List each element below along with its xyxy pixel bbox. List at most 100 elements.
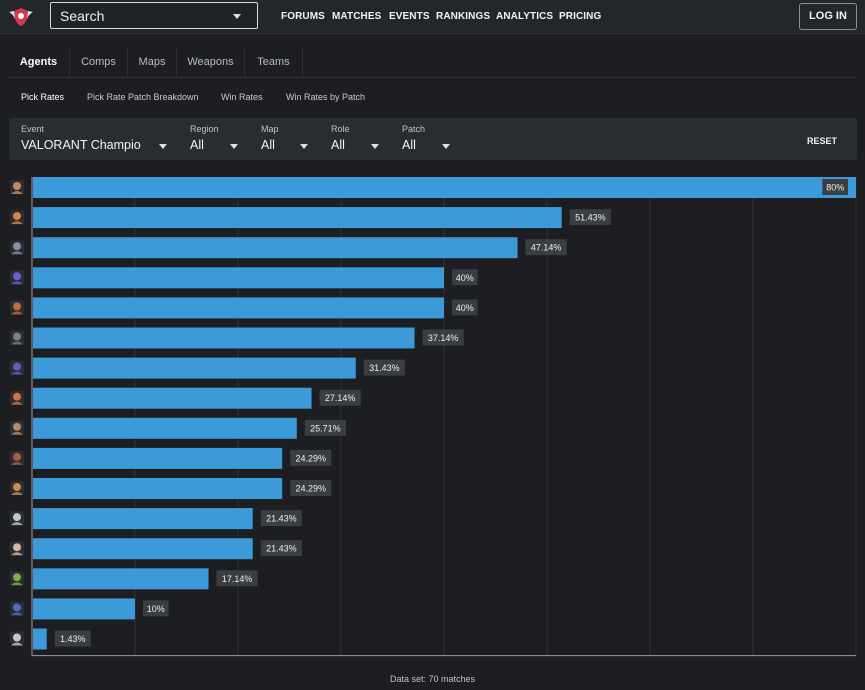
agent-shoulder-icon	[11, 251, 23, 255]
nav-events[interactable]: EVENTS	[389, 11, 430, 22]
data-label: 21.43%	[266, 544, 297, 554]
nav-analytics[interactable]: ANALYTICS	[496, 11, 554, 22]
agent-shoulder-icon	[11, 431, 23, 435]
bar[interactable]	[33, 417, 297, 439]
nav-forums[interactable]: FORUMS	[281, 11, 325, 22]
agent-shoulder-icon	[11, 341, 23, 345]
tab-comps[interactable]: Comps	[70, 49, 128, 77]
data-label: 21.43%	[266, 514, 297, 524]
role-filter[interactable]: Role All	[331, 118, 391, 160]
agent-shoulder-icon	[11, 191, 23, 194]
map-filter-value[interactable]: All	[261, 138, 275, 152]
data-label-box	[290, 480, 332, 496]
bar[interactable]	[33, 327, 415, 349]
agent-portrait-icon	[13, 212, 21, 221]
agent-portrait-icon	[13, 362, 21, 371]
search-input[interactable]: Search	[50, 2, 258, 29]
data-label: 25.71%	[310, 423, 341, 433]
bar[interactable]	[33, 267, 444, 289]
data-label-box	[304, 419, 347, 436]
role-filter-label: Role	[331, 124, 350, 134]
dataset-footer: Data set: 70 matches	[389, 674, 476, 684]
event-filter-label: Event	[21, 124, 45, 134]
data-label-box	[216, 570, 258, 587]
reset-button[interactable]: RESET	[807, 136, 838, 146]
nav-rankings[interactable]: RANKINGS	[436, 11, 491, 22]
bar[interactable]	[33, 237, 518, 259]
tab-bar: Agents Comps Maps Weapons Teams	[8, 49, 857, 78]
data-label-box	[452, 299, 478, 316]
chevron-down-icon[interactable]	[230, 144, 238, 149]
agent-portrait-icon	[13, 513, 21, 522]
chevron-down-icon[interactable]	[159, 144, 167, 149]
data-label-box	[54, 630, 91, 647]
agent-portrait-icon	[13, 182, 21, 190]
data-label-box	[260, 540, 302, 557]
data-label: 27.14%	[325, 393, 356, 403]
agent-shoulder-icon	[11, 371, 23, 375]
winged-shield-logo-icon[interactable]	[8, 4, 34, 30]
bar[interactable]	[33, 598, 135, 620]
agent-portrait-icon	[13, 633, 21, 642]
login-button[interactable]: LOG IN	[799, 3, 857, 30]
subtab-pick-rates[interactable]: Pick Rates	[21, 92, 65, 102]
bar[interactable]	[33, 508, 253, 530]
data-label: 10%	[147, 604, 165, 614]
data-label: 80%	[826, 183, 844, 193]
nav-matches[interactable]: MATCHES	[332, 11, 382, 22]
nav-pricing[interactable]: PRICING	[559, 11, 602, 22]
bar[interactable]	[33, 297, 444, 319]
agent-shoulder-icon	[11, 401, 23, 405]
role-filter-value[interactable]: All	[331, 138, 345, 152]
map-filter[interactable]: Map All	[261, 118, 321, 160]
region-filter-value[interactable]: All	[190, 138, 204, 152]
agent-portrait-icon	[13, 332, 21, 341]
data-label: 40%	[456, 303, 474, 313]
bar[interactable]	[33, 387, 312, 409]
data-label: 40%	[456, 273, 474, 283]
bar[interactable]	[33, 357, 356, 379]
region-filter-label: Region	[190, 124, 219, 134]
event-filter-value[interactable]: VALORANT Champions	[21, 138, 141, 152]
bar[interactable]	[33, 447, 283, 469]
subtab-win-rates-by-patch[interactable]: Win Rates by Patch	[286, 92, 366, 102]
agent-shoulder-icon	[11, 221, 23, 225]
tab-weapons[interactable]: Weapons	[177, 49, 245, 77]
region-filter[interactable]: Region All	[190, 118, 250, 160]
agent-shoulder-icon	[11, 281, 23, 285]
bar[interactable]	[33, 628, 47, 650]
agent-shoulder-icon	[11, 552, 23, 556]
tab-agents[interactable]: Agents	[8, 49, 70, 77]
data-label: 17.14%	[222, 574, 253, 584]
bar[interactable]	[33, 177, 856, 198]
bar[interactable]	[33, 568, 209, 590]
agent-portrait-icon	[13, 452, 21, 461]
bar[interactable]	[33, 207, 562, 229]
data-label: 1.43%	[60, 634, 86, 644]
data-label-box	[260, 510, 302, 527]
data-label: 31.43%	[369, 363, 400, 373]
chevron-down-icon[interactable]	[233, 14, 241, 19]
bar[interactable]	[33, 478, 283, 499]
filter-bar: Event VALORANT Champions Region All Map …	[9, 118, 857, 160]
agent-portrait-icon	[13, 483, 21, 491]
patch-filter[interactable]: Patch All	[402, 118, 462, 160]
agent-portrait-icon	[13, 242, 21, 251]
tab-maps[interactable]: Maps	[128, 49, 177, 77]
top-bar: Search FORUMS MATCHES EVENTS RANKINGS AN…	[0, 0, 865, 34]
data-label: 47.14%	[531, 243, 562, 253]
agent-portrait-icon	[13, 543, 21, 552]
chevron-down-icon[interactable]	[442, 144, 450, 149]
agent-portrait-icon	[13, 302, 21, 311]
subtab-pick-rate-patch-breakdown[interactable]: Pick Rate Patch Breakdown	[87, 92, 199, 102]
chevron-down-icon[interactable]	[371, 144, 379, 149]
subtab-win-rates[interactable]: Win Rates	[221, 92, 263, 102]
patch-filter-value[interactable]: All	[402, 138, 416, 152]
event-filter[interactable]: Event VALORANT Champions	[21, 118, 181, 160]
data-label-box	[525, 239, 567, 256]
chevron-down-icon[interactable]	[300, 144, 308, 149]
agent-shoulder-icon	[11, 612, 23, 616]
agent-portrait-icon	[13, 422, 21, 431]
bar[interactable]	[33, 538, 253, 560]
tab-teams[interactable]: Teams	[245, 49, 303, 77]
